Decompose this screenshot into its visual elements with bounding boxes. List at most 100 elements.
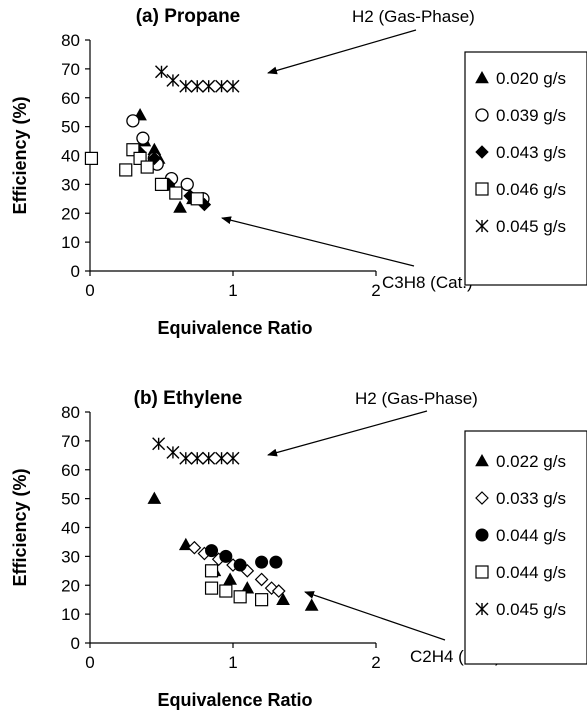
legend-label: 0.045 g/s: [496, 217, 566, 236]
legend-marker: [475, 491, 489, 505]
data-point: [180, 177, 194, 192]
data-point: [169, 186, 183, 200]
data-point: [166, 73, 180, 87]
data-point: [173, 200, 187, 213]
legend-item: 0.046 g/s: [475, 180, 566, 199]
legend-label: 0.043 g/s: [496, 143, 566, 162]
chart-panel-2: (b) Ethylene 0 10 20 30 40 50 60 70 80 0 1 2 Equivale…: [10, 388, 587, 710]
y-tick-label: 30: [61, 175, 80, 194]
series-4: [204, 564, 269, 607]
data-point: [271, 584, 286, 598]
annotation-label: C3H8 (Cat.): [382, 273, 473, 292]
y-tick-label: 0: [71, 262, 80, 281]
data-point: [219, 549, 233, 563]
y-tick-label: 40: [61, 519, 80, 538]
data-point: [155, 65, 168, 79]
y-tick-label: 80: [61, 31, 80, 50]
data-point: [202, 451, 216, 465]
y-tick-label: 0: [71, 634, 80, 653]
data-point: [215, 451, 229, 465]
y-tick-label: 60: [61, 89, 80, 108]
x-axis-label: Equivalence Ratio: [157, 318, 312, 338]
data-point: [179, 451, 193, 465]
y-tick-label: 50: [61, 118, 80, 137]
legend-box: [464, 430, 587, 665]
series-3: [205, 544, 283, 572]
legend-item: 0.043 g/s: [475, 143, 566, 162]
legend-marker: [475, 145, 489, 159]
series-5: [152, 437, 240, 465]
data-point: [254, 572, 269, 587]
data-point: [187, 540, 202, 555]
y-tick-label: 20: [61, 204, 80, 223]
annotation-label: H2 (Gas-Phase): [352, 7, 475, 26]
data-point: [233, 558, 247, 572]
data-point: [226, 451, 240, 465]
annotation-arrow: [304, 591, 446, 641]
chart-title: (a) Propane: [136, 6, 241, 27]
legend-label: 0.033 g/s: [496, 489, 566, 508]
legend-item: 0.044 g/s: [475, 563, 566, 582]
series-5: [155, 65, 240, 93]
data-point: [226, 79, 240, 93]
legend-marker: [475, 182, 489, 196]
data-point: [215, 79, 229, 93]
x-tick-label: 1: [228, 281, 237, 300]
y-tick-label: 80: [61, 403, 80, 422]
annotation-label: H2 (Gas-Phase): [355, 389, 478, 408]
y-tick-label: 20: [61, 576, 80, 595]
series-4: [84, 143, 204, 206]
data-point: [126, 114, 140, 128]
y-tick-label: 10: [61, 233, 80, 252]
x-axis-label: Equivalence Ratio: [157, 690, 312, 710]
legend-marker: [475, 602, 489, 616]
legend: 0.022 g/s 0.033 g/s 0.044 g/s 0.044 g/s 0.04…: [464, 430, 587, 665]
data-point: [190, 451, 204, 465]
data-point: [119, 163, 133, 177]
legend-item: 0.044 g/s: [475, 526, 566, 545]
x-tick-label: 2: [371, 653, 380, 672]
data-point: [84, 151, 99, 165]
legend-box: [464, 51, 587, 286]
x-tick-label: 2: [371, 281, 380, 300]
legend-label: 0.020 g/s: [496, 69, 566, 88]
data-point: [202, 79, 216, 93]
legend-marker: [475, 528, 489, 542]
series-1: [147, 491, 319, 611]
data-point: [204, 581, 219, 595]
legend-label: 0.046 g/s: [496, 180, 566, 199]
y-tick-label: 10: [61, 605, 80, 624]
data-point: [152, 437, 166, 451]
annotation-arrow: [267, 410, 428, 457]
legend-label: 0.022 g/s: [496, 452, 566, 471]
data-point: [233, 590, 247, 604]
legend-label: 0.044 g/s: [496, 563, 566, 582]
legend-marker: [475, 108, 489, 122]
y-tick-label: 70: [61, 60, 80, 79]
data-point: [255, 555, 269, 569]
y-tick-label: 70: [61, 432, 80, 451]
legend-marker: [475, 565, 489, 579]
x-tick-label: 1: [228, 653, 237, 672]
legend-marker: [475, 70, 489, 84]
legend: 0.020 g/s 0.039 g/s 0.043 g/s 0.046 g/s 0.04…: [464, 51, 587, 286]
legend-label: 0.044 g/s: [496, 526, 566, 545]
data-point: [154, 177, 169, 191]
y-tick-label: 50: [61, 490, 80, 509]
y-tick-label: 30: [61, 547, 80, 566]
legend-label: 0.045 g/s: [496, 600, 566, 619]
data-point: [179, 79, 193, 93]
data-point: [276, 592, 290, 605]
legend-item: 0.045 g/s: [475, 600, 566, 619]
legend-item: 0.033 g/s: [475, 489, 566, 508]
data-point: [190, 192, 204, 206]
x-tick-label: 0: [85, 281, 94, 300]
chart-title: (b) Ethylene: [134, 388, 243, 409]
data-point: [140, 160, 154, 174]
annotation-arrow: [221, 216, 415, 267]
legend-marker: [475, 453, 489, 467]
y-axis-label: Efficiency (%): [10, 96, 30, 214]
x-tick-label: 0: [85, 653, 94, 672]
data-point: [166, 445, 180, 459]
